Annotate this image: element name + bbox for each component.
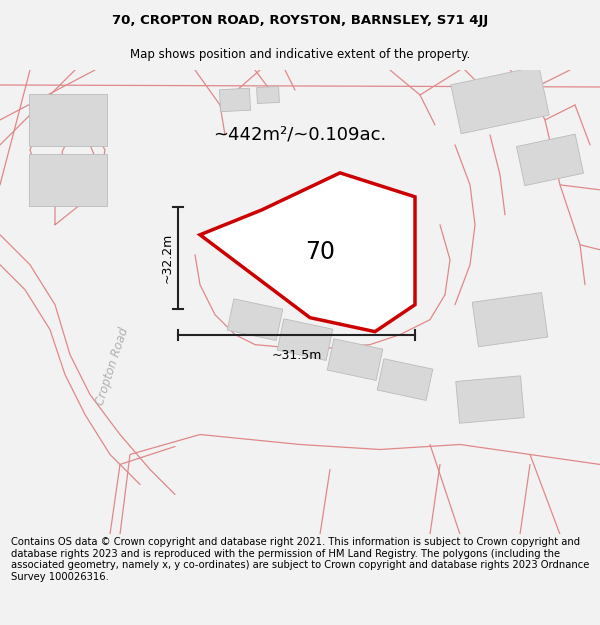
Polygon shape	[377, 359, 433, 401]
Polygon shape	[456, 376, 524, 423]
Text: Contains OS data © Crown copyright and database right 2021. This information is : Contains OS data © Crown copyright and d…	[11, 537, 589, 582]
Polygon shape	[277, 319, 333, 361]
Text: Cropton Road: Cropton Road	[93, 326, 131, 407]
Text: ~442m²/~0.109ac.: ~442m²/~0.109ac.	[214, 126, 386, 144]
Text: ~31.5m: ~31.5m	[271, 349, 322, 362]
Polygon shape	[517, 134, 584, 186]
Text: 70, CROPTON ROAD, ROYSTON, BARNSLEY, S71 4JJ: 70, CROPTON ROAD, ROYSTON, BARNSLEY, S71…	[112, 14, 488, 27]
Text: 70: 70	[305, 240, 335, 264]
Polygon shape	[29, 94, 107, 146]
Polygon shape	[220, 88, 251, 112]
Text: Map shows position and indicative extent of the property.: Map shows position and indicative extent…	[130, 48, 470, 61]
Polygon shape	[327, 339, 383, 381]
Polygon shape	[200, 173, 415, 332]
Text: ~32.2m: ~32.2m	[161, 232, 174, 283]
Polygon shape	[451, 66, 549, 134]
Polygon shape	[257, 86, 280, 104]
Polygon shape	[29, 154, 107, 206]
Polygon shape	[472, 292, 548, 347]
Polygon shape	[227, 299, 283, 341]
